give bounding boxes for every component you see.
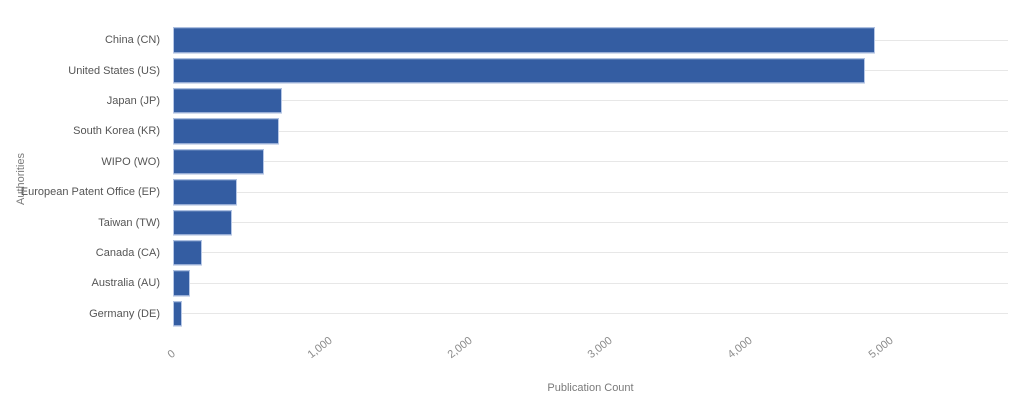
gridline	[173, 282, 1008, 284]
bar	[173, 118, 280, 145]
category-label: United States (US)	[68, 64, 160, 77]
category-label: WIPO (WO)	[101, 155, 160, 168]
row-track	[173, 116, 1008, 146]
chart-row: WIPO (WO)	[0, 147, 1008, 177]
chart-row: Germany (DE)	[0, 299, 1008, 329]
x-tick-label: 1,000	[305, 334, 335, 361]
bar	[173, 57, 865, 84]
x-tick-label: 2,000	[445, 334, 475, 361]
x-tick-label: 3,000	[585, 334, 615, 361]
row-track	[173, 207, 1008, 237]
chart-row: Taiwan (TW)	[0, 207, 1008, 237]
bar	[173, 27, 875, 53]
category-label: Germany (DE)	[89, 307, 160, 320]
x-tick-label: 0	[165, 347, 178, 361]
row-track	[173, 268, 1008, 298]
bar	[173, 240, 203, 266]
chart-row: European Patent Office (EP)	[0, 177, 1008, 207]
gridline	[173, 130, 1008, 132]
bar	[173, 149, 264, 175]
row-track	[173, 55, 1008, 85]
bar	[173, 179, 238, 205]
bar	[173, 88, 283, 114]
x-tick-label: 5,000	[866, 334, 896, 361]
category-label: South Korea (KR)	[73, 125, 160, 138]
gridline	[173, 161, 1008, 163]
chart-row: South Korea (KR)	[0, 116, 1008, 146]
category-label: Canada (CA)	[95, 246, 160, 259]
category-label: China (CN)	[104, 34, 160, 47]
row-track	[173, 299, 1008, 329]
category-label: European Patent Office (EP)	[20, 186, 160, 199]
bar	[173, 209, 232, 236]
gridline	[173, 222, 1008, 224]
category-label: Japan (JP)	[106, 94, 160, 107]
bar	[173, 300, 182, 327]
row-track	[173, 25, 1008, 55]
x-axis: 0 1,000 2,000 3,000 4,000 5,000	[166, 329, 1008, 374]
gridline	[173, 313, 1008, 315]
chart-row: Canada (CA)	[0, 238, 1008, 268]
plot-area: China (CN) United States (US) Japan (JP) So…	[0, 25, 1008, 329]
chart-row: United States (US)	[0, 55, 1008, 85]
bar	[173, 270, 191, 297]
x-tick-label: 4,000	[726, 334, 756, 361]
row-track	[173, 177, 1008, 207]
row-track	[173, 147, 1008, 177]
row-track	[173, 238, 1008, 268]
x-axis-title: Publication Count	[547, 382, 634, 394]
row-track	[173, 86, 1008, 116]
category-label: Taiwan (TW)	[98, 216, 160, 229]
chart-row: China (CN)	[0, 25, 1008, 55]
gridline	[173, 191, 1008, 193]
chart-row: Australia (AU)	[0, 268, 1008, 298]
category-label: Australia (AU)	[91, 277, 160, 290]
gridline	[173, 100, 1008, 102]
gridline	[173, 252, 1008, 254]
chart-row: Japan (JP)	[0, 86, 1008, 116]
